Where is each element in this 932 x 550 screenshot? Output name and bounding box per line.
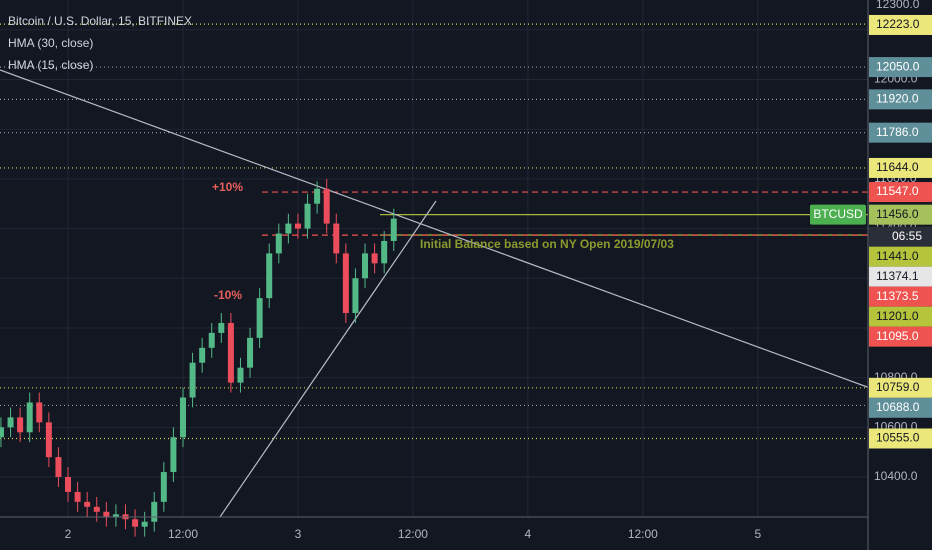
candle-body (371, 253, 378, 264)
countdown-box (869, 226, 932, 247)
candle-body (17, 417, 24, 433)
price-label: 12300.0 (876, 0, 920, 11)
y-tick-label: 10400.0 (874, 469, 918, 483)
x-tick-label: 12:00 (398, 527, 428, 541)
price-label: 11374.1 (876, 269, 919, 283)
price-label: 11095.0 (876, 329, 919, 343)
price-label-box (869, 122, 932, 143)
axis-labels: 10400.010600.010800.011000.011200.011400… (810, 0, 932, 483)
candle-body (362, 253, 369, 279)
x-tick-label: 12:00 (168, 527, 198, 541)
candle-body (285, 223, 292, 234)
candle-body (381, 240, 388, 264)
candle-body (333, 223, 340, 254)
price-label: 12050.0 (876, 59, 920, 73)
candle-body (247, 337, 254, 368)
candle-body (36, 402, 43, 423)
candle-body (170, 437, 177, 473)
price-label: 11373.5 (876, 289, 919, 303)
x-tick-label: 2 (65, 527, 72, 541)
price-label-box (869, 204, 932, 225)
candle-body (352, 278, 359, 314)
candle-body (266, 253, 273, 299)
price-label-box (869, 397, 932, 418)
annotation: +10% (212, 180, 243, 194)
candle-body (304, 203, 311, 229)
price-label: 11547.0 (876, 184, 919, 198)
indicator-label: HMA (30, close) (8, 36, 93, 50)
candle-body (151, 501, 158, 522)
x-tick-label: 3 (295, 527, 302, 541)
candles (0, 178, 397, 537)
price-label: 10759.0 (876, 380, 920, 394)
annotation: -10% (214, 288, 242, 302)
price-label-box (869, 266, 932, 287)
candle-body (93, 506, 100, 512)
candle-body (55, 457, 62, 478)
price-label: 10688.0 (876, 400, 920, 414)
price-label: 11441.0 (876, 249, 919, 263)
candle-body (323, 188, 330, 224)
price-label-box (869, 377, 932, 398)
price-label-box (869, 286, 932, 307)
candle-body (7, 417, 14, 428)
price-label-box (869, 428, 932, 449)
x-tick-label: 12:00 (628, 527, 658, 541)
candle-body (141, 521, 148, 527)
indicator-label: HMA (15, close) (8, 58, 93, 72)
candle-body (74, 491, 81, 502)
price-label-box (869, 246, 932, 267)
candle-body (103, 511, 110, 517)
price-label: 11201.0 (876, 309, 919, 323)
candle-body (160, 472, 167, 502)
x-tick-label: 4 (525, 527, 532, 541)
trend-line (219, 200, 437, 518)
price-label-box (869, 14, 932, 35)
candle-body (275, 233, 282, 254)
price-label-box (869, 306, 932, 327)
candle-body (294, 223, 301, 229)
price-label-box (869, 89, 932, 110)
candle-body (45, 422, 52, 458)
candle-body (314, 188, 321, 204)
annotation: Initial Balance based on NY Open 2019/07… (420, 237, 674, 251)
candle-body (189, 362, 196, 398)
price-label: 12223.0 (876, 17, 920, 31)
candle-body (199, 347, 206, 363)
candle-body (26, 402, 33, 433)
symbol-tag-box (810, 204, 866, 225)
price-label: 10555.0 (876, 431, 920, 445)
symbol-title: Bitcoin / U.S. Dollar, 15, BITFINEX (8, 14, 192, 28)
x-tick-label: 5 (754, 527, 761, 541)
candle-body (0, 427, 4, 438)
levels (0, 23, 868, 440)
candle-body (237, 367, 244, 383)
candle-body (342, 253, 349, 314)
price-label-box (869, 57, 932, 78)
price-label-box (869, 157, 932, 178)
price-label: 11786.0 (876, 125, 919, 139)
price-label: 11456.0 (876, 207, 919, 221)
candle-body (227, 322, 234, 383)
candle-body (112, 514, 119, 517)
price-label-box (869, 182, 932, 203)
candle-body (256, 298, 263, 338)
candle-body (208, 332, 215, 348)
candle-body (179, 397, 186, 438)
price-label: 11644.0 (876, 160, 919, 174)
candle-body (132, 519, 139, 527)
trend-line (0, 69, 871, 389)
price-label-box (869, 326, 932, 347)
candle-body (390, 218, 397, 241)
price-label: 11920.0 (876, 92, 919, 106)
symbol-tag: BTCUSD (813, 207, 863, 221)
countdown: 06:55 (892, 229, 922, 243)
candle-body (218, 322, 225, 333)
candle-body (84, 501, 91, 507)
candle-body (65, 477, 72, 492)
